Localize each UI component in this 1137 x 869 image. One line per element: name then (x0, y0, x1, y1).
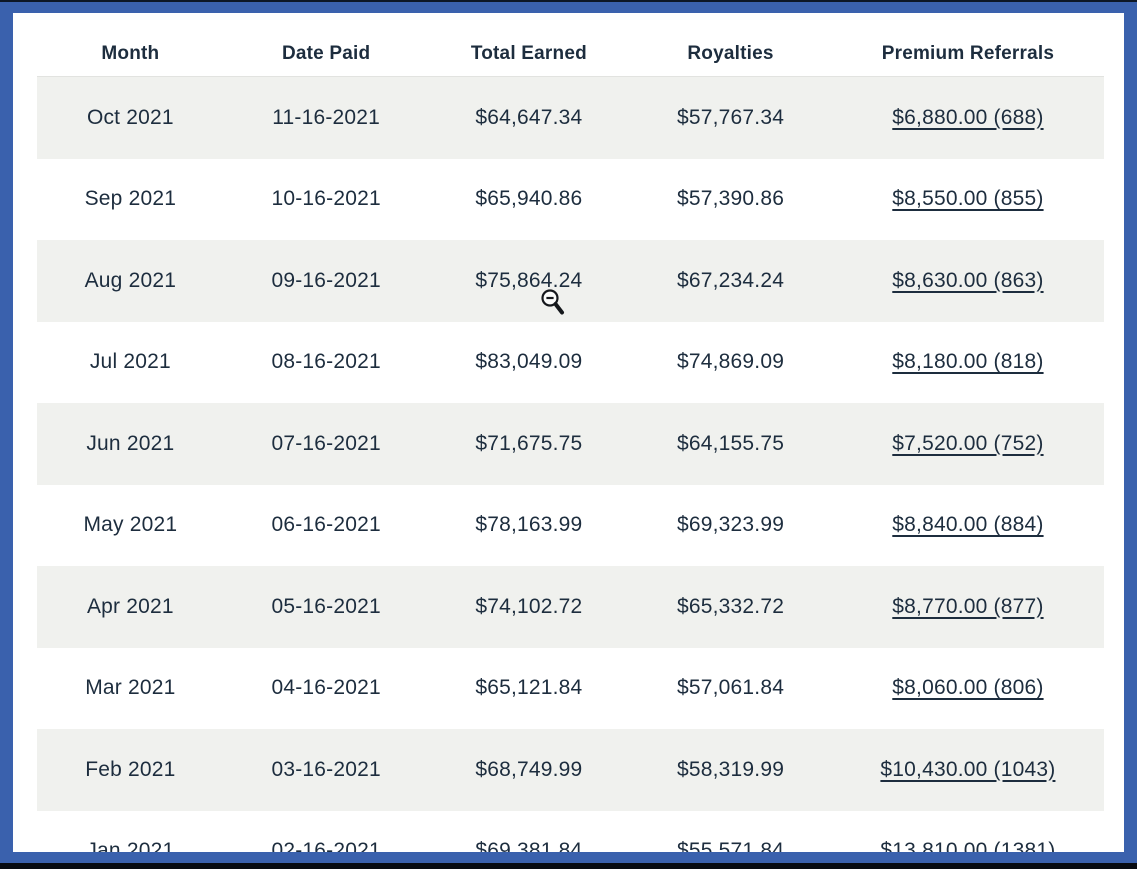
total-earned-cell: $65,121.84 (475, 676, 583, 700)
total-earned-cell: $74,102.72 (475, 594, 583, 618)
premium-referrals-link[interactable]: $8,840.00 (884) (892, 513, 1044, 537)
total-earned-cell: $69,381.84 (475, 839, 583, 852)
royalties-cell: $57,390.86 (676, 187, 785, 211)
date-paid-cell: 04-16-2021 (271, 676, 381, 700)
month-cell: Jul 2021 (89, 350, 171, 374)
premium-referrals-link[interactable]: $6,880.00 (688) (892, 105, 1044, 129)
date-paid-cell: 11-16-2021 (272, 105, 381, 129)
royalties-cell: $57,767.34 (676, 105, 785, 129)
total-earned-cell: $68,749.99 (475, 757, 583, 781)
premium-referrals-link[interactable]: $8,060.00 (806) (892, 676, 1044, 700)
table-row: May 2021 06-16-2021 $78,163.99 $69,323.9… (37, 485, 1104, 567)
column-header-month: Month (101, 43, 160, 64)
date-paid-cell: 08-16-2021 (271, 350, 381, 374)
date-paid-cell: 06-16-2021 (271, 513, 381, 537)
total-earned-cell: $71,675.75 (475, 431, 583, 455)
column-header-royalties: Royalties (687, 43, 774, 64)
royalties-cell: $74,869.09 (676, 350, 785, 374)
total-earned-cell: $64,647.34 (475, 105, 583, 129)
date-paid-cell: 03-16-2021 (271, 757, 381, 781)
table-row: Sep 2021 10-16-2021 $65,940.86 $57,390.8… (37, 159, 1104, 241)
month-cell: Apr 2021 (86, 594, 174, 618)
total-earned-cell: $78,163.99 (475, 513, 583, 537)
royalties-cell: $67,234.24 (676, 268, 785, 292)
premium-referrals-link[interactable]: $8,770.00 (877) (892, 594, 1044, 618)
royalties-cell: $57,061.84 (676, 676, 785, 700)
month-cell: May 2021 (83, 513, 178, 537)
premium-referrals-link[interactable]: $10,430.00 (1043) (880, 757, 1056, 781)
window-bottom-edge (0, 863, 1137, 869)
royalties-cell: $65,332.72 (676, 594, 785, 618)
royalties-cell: $58,319.99 (676, 757, 785, 781)
date-paid-cell: 09-16-2021 (271, 268, 381, 292)
table-row: Jan 2021 02-16-2021 $69,381.84 $55,571.8… (37, 811, 1104, 852)
table-row: Aug 2021 09-16-2021 $75,864.24 $67,234.2… (37, 240, 1104, 322)
table-header-row: Month Date Paid Total Earned Royalties P… (37, 13, 1104, 77)
royalties-cell: $55,571.84 (676, 839, 785, 852)
month-cell: Jan 2021 (86, 839, 175, 852)
premium-referrals-link[interactable]: $8,630.00 (863) (892, 268, 1044, 292)
royalties-cell: $69,323.99 (676, 513, 785, 537)
date-paid-cell: 10-16-2021 (271, 187, 381, 211)
table-row: Feb 2021 03-16-2021 $68,749.99 $58,319.9… (37, 729, 1104, 811)
month-cell: Aug 2021 (84, 268, 177, 292)
date-paid-cell: 05-16-2021 (271, 594, 381, 618)
column-header-date-paid: Date Paid (281, 43, 371, 64)
table-row: Jun 2021 07-16-2021 $71,675.75 $64,155.7… (37, 403, 1104, 485)
month-cell: Sep 2021 (84, 187, 177, 211)
month-cell: Feb 2021 (85, 757, 176, 781)
premium-referrals-link[interactable]: $8,550.00 (855) (892, 187, 1044, 211)
table-body: Oct 2021 11-16-2021 $64,647.34 $57,767.3… (37, 77, 1104, 852)
table-row: Mar 2021 04-16-2021 $65,121.84 $57,061.8… (37, 648, 1104, 730)
window-top-edge (0, 0, 1137, 2)
royalties-cell: $64,155.75 (676, 431, 785, 455)
premium-referrals-link[interactable]: $8,180.00 (818) (892, 350, 1044, 374)
table-row: Jul 2021 08-16-2021 $83,049.09 $74,869.0… (37, 322, 1104, 404)
month-cell: Mar 2021 (85, 676, 176, 700)
table-row: Oct 2021 11-16-2021 $64,647.34 $57,767.3… (37, 77, 1104, 159)
date-paid-cell: 02-16-2021 (271, 839, 381, 852)
column-header-total-earned: Total Earned (470, 43, 587, 64)
date-paid-cell: 07-16-2021 (271, 431, 381, 455)
table-row: Apr 2021 05-16-2021 $74,102.72 $65,332.7… (37, 566, 1104, 648)
premium-referrals-link[interactable]: $13,810.00 (1381) (880, 839, 1056, 852)
month-cell: Oct 2021 (86, 105, 174, 129)
payments-panel: Month Date Paid Total Earned Royalties P… (13, 13, 1124, 852)
column-header-premium-referrals: Premium Referrals (881, 43, 1055, 64)
payments-table: Month Date Paid Total Earned Royalties P… (37, 13, 1104, 852)
total-earned-cell: $83,049.09 (475, 350, 583, 374)
total-earned-cell: $65,940.86 (475, 187, 583, 211)
total-earned-cell: $75,864.24 (475, 268, 583, 292)
premium-referrals-link[interactable]: $7,520.00 (752) (892, 431, 1044, 455)
month-cell: Jun 2021 (86, 431, 175, 455)
